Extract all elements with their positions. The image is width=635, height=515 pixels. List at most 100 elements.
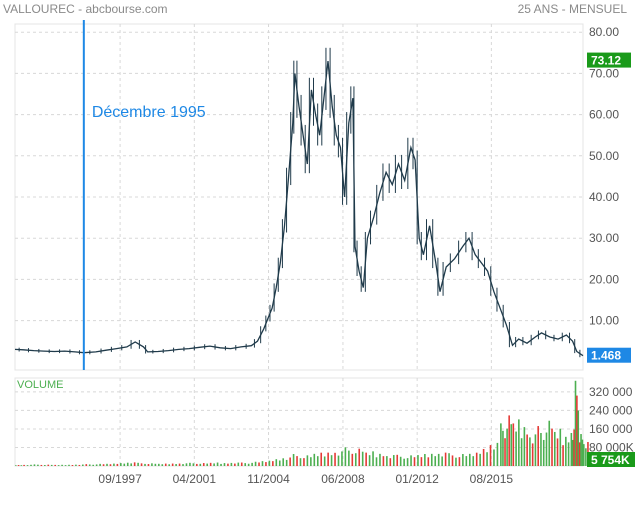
volume-bar (512, 423, 515, 466)
volume-bar (462, 454, 464, 466)
price-tick-label: 70.00 (589, 66, 619, 80)
price-tick-label: 50.00 (589, 149, 619, 163)
volume-bar (296, 456, 298, 466)
volume-bar (372, 451, 374, 466)
volume-bar (465, 456, 468, 466)
volume-tick-label: 320 000 (589, 385, 633, 399)
volume-bar (537, 426, 539, 466)
price-tick-label: 60.00 (589, 108, 619, 122)
volume-bar (20, 465, 23, 466)
volume-bar (455, 457, 457, 466)
volume-title: VOLUME (17, 379, 63, 391)
x-tick-label: 06/2008 (321, 472, 365, 486)
volume-bar (489, 445, 492, 466)
volume-bar (196, 463, 198, 466)
volume-bar (580, 434, 582, 466)
volume-bar (510, 424, 513, 466)
volume-bar (424, 454, 426, 466)
volume-bar (583, 444, 585, 466)
volume-bar (223, 463, 226, 466)
volume-bar (306, 455, 309, 466)
volume-bar (189, 462, 191, 466)
volume-bar (337, 455, 340, 466)
volume-bar (500, 423, 502, 466)
volume-bar (399, 456, 402, 466)
volume-bar (78, 464, 81, 466)
volume-bar (562, 445, 564, 466)
volume-bar (44, 465, 46, 466)
volume-bar (406, 458, 409, 466)
volume-bar (268, 460, 271, 466)
volume-bar (382, 456, 385, 466)
volume-bar (95, 464, 98, 466)
volume-bar (545, 432, 548, 466)
volume-bar (368, 455, 371, 466)
volume-bar (441, 456, 443, 466)
volume-bar (344, 447, 347, 466)
chart-title: VALLOUREC - abcbourse.com (3, 2, 168, 16)
volume-bar (168, 464, 171, 466)
volume-bar (26, 465, 29, 466)
volume-bar (420, 457, 423, 466)
volume-bar (448, 453, 450, 466)
volume-bar (265, 462, 267, 466)
volume-bar (147, 464, 150, 466)
volume-bar (508, 415, 510, 466)
x-tick-label: 01/2012 (395, 472, 439, 486)
volume-bar (182, 464, 184, 466)
volume-bar (85, 464, 88, 466)
price-tick-label: 20.00 (589, 272, 619, 286)
volume-bar (365, 452, 367, 466)
volume-bar (576, 395, 578, 466)
volume-bar (523, 427, 526, 466)
volume-bar (327, 452, 329, 466)
volume-bar (158, 463, 160, 466)
volume-bar (496, 442, 499, 466)
volume-bar (261, 461, 264, 466)
volume-bar (30, 464, 32, 466)
volume-bar (272, 461, 274, 466)
volume-bar (230, 462, 233, 466)
volume-bar (247, 463, 250, 466)
price-badge-label: 73.12 (591, 54, 621, 68)
volume-bar (534, 434, 537, 466)
volume-bar (126, 462, 129, 466)
volume-bar (556, 438, 559, 466)
volume-bar (50, 464, 53, 466)
volume-bar (479, 453, 481, 466)
volume-bar (33, 464, 36, 466)
volume-bar (92, 464, 94, 466)
volume-bar (520, 438, 523, 466)
volume-bar (375, 457, 378, 466)
volume-bar (323, 456, 326, 466)
volume-bar (99, 463, 101, 466)
volume-bar (161, 464, 164, 466)
volume-bar (475, 452, 478, 466)
volume-bar (361, 451, 364, 466)
volume-bar (472, 456, 475, 466)
price-badge (587, 52, 631, 68)
volume-tick-label: 80 000K (589, 440, 634, 454)
volume-bar (75, 464, 77, 466)
volume-bar (234, 463, 236, 466)
volume-bar (254, 461, 257, 466)
volume-bar (502, 430, 504, 466)
volume-bar (515, 431, 517, 466)
volume-bar (116, 463, 119, 466)
volume-bar (531, 443, 534, 466)
volume-bar (54, 464, 56, 466)
volume-bar (71, 465, 74, 466)
volume-bar (571, 439, 574, 466)
volume-bar (551, 428, 553, 466)
volume-bar (540, 433, 542, 466)
price-tick-label: 30.00 (589, 231, 619, 245)
volume-bar (133, 462, 136, 466)
volume-bar (403, 458, 405, 466)
price-series-line (14, 61, 584, 357)
volume-bar (102, 464, 105, 466)
volume-bar (175, 464, 177, 466)
volume-bar (482, 448, 485, 466)
volume-bar (15, 465, 17, 466)
x-tick-label: 08/2015 (470, 472, 514, 486)
volume-bar (171, 463, 174, 466)
